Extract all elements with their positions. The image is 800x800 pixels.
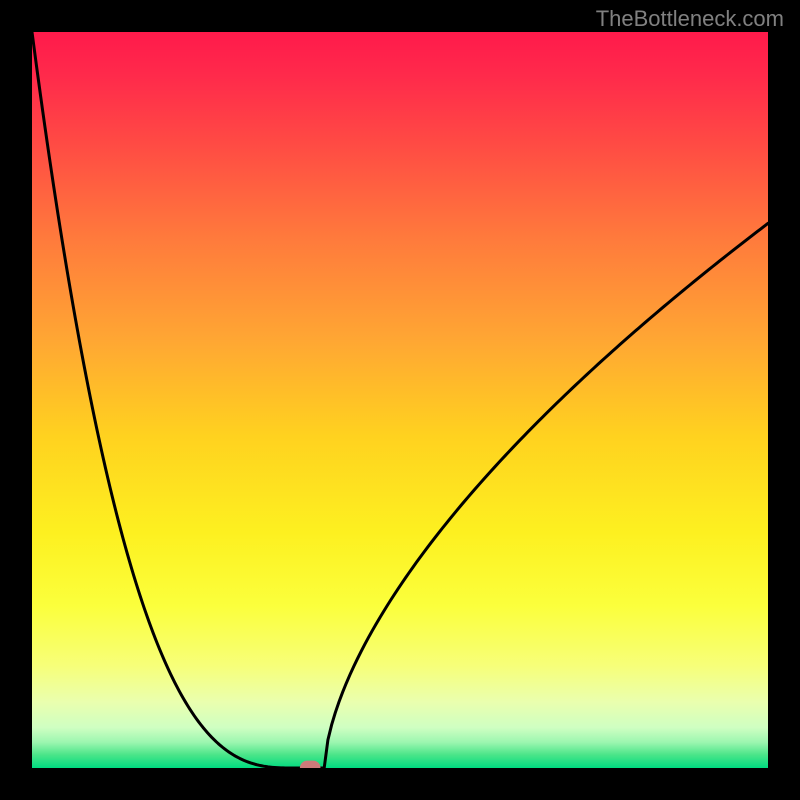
- chart-background: [32, 32, 768, 768]
- bottleneck-chart: [0, 0, 800, 800]
- chart-stage: TheBottleneck.com: [0, 0, 800, 800]
- optimal-point-marker: [300, 761, 321, 776]
- watermark-text: TheBottleneck.com: [596, 6, 784, 32]
